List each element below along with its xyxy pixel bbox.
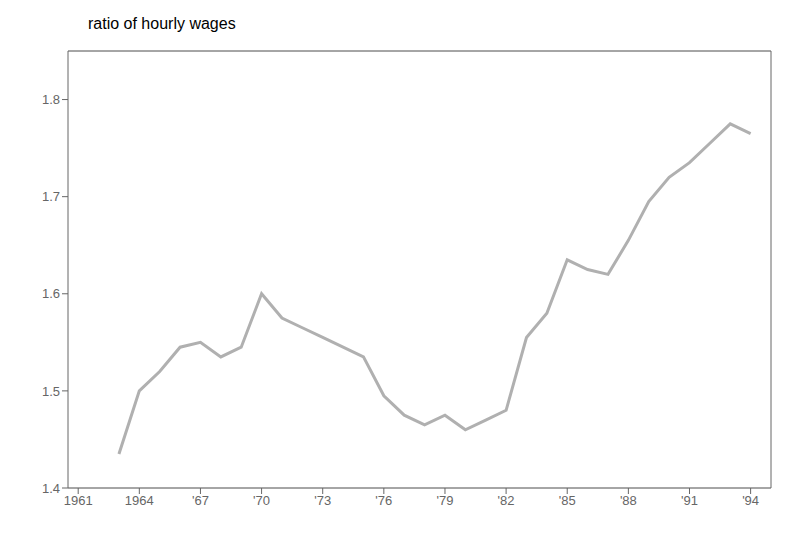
svg-text:1.6: 1.6 — [42, 286, 60, 301]
html-text:ratio of hourly wages: ratio of hourly wages — [88, 15, 236, 32]
svg-text:'85: '85 — [559, 493, 576, 508]
svg-text:'73: '73 — [314, 493, 331, 508]
svg-text:'67: '67 — [192, 493, 209, 508]
svg-text:'76: '76 — [375, 493, 392, 508]
svg-text:'79: '79 — [436, 493, 453, 508]
svg-text:'94: '94 — [742, 493, 759, 508]
svg-text:1.4: 1.4 — [42, 481, 60, 496]
svg-text:'82: '82 — [498, 493, 515, 508]
svg-text:1964: 1964 — [125, 493, 154, 508]
svg-text:'91: '91 — [681, 493, 698, 508]
svg-text:'70: '70 — [253, 493, 270, 508]
svg-text:1.8: 1.8 — [42, 92, 60, 107]
svg-text:1961: 1961 — [64, 493, 93, 508]
svg-text:1.7: 1.7 — [42, 189, 60, 204]
svg-text:1.5: 1.5 — [42, 384, 60, 399]
svg-text:'88: '88 — [620, 493, 637, 508]
